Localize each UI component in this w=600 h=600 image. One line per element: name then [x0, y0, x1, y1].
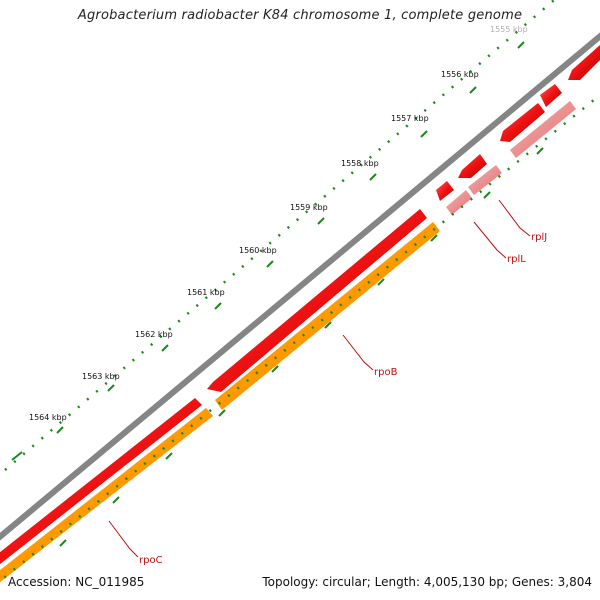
inner-major-tick — [430, 234, 438, 242]
inner-major-tick — [218, 409, 226, 417]
backbone-ring — [0, 32, 600, 541]
feature-rplA-pale — [510, 101, 576, 158]
major-tick — [517, 41, 525, 49]
cds-nusG — [568, 45, 600, 80]
callout-line-rpoC — [108, 520, 139, 558]
accession-label: Accession: NC_011985 — [8, 575, 145, 589]
cds-rplL — [436, 181, 454, 201]
inner-tick-dots — [0, 94, 600, 583]
tick-label: 1556 kbp — [441, 70, 479, 79]
inner-major-tick — [536, 147, 544, 155]
major-tick — [56, 426, 64, 434]
map-title: Agrobacterium radiobacter K84 chromosome… — [77, 8, 523, 23]
callout-line-rplJ — [498, 199, 531, 237]
tick-label: 1555 kbp — [490, 25, 528, 34]
genome-summary: Topology: circular; Length: 4,005,130 bp… — [262, 575, 592, 589]
cds-rpoC — [0, 398, 202, 565]
tick-label: 1557 kbp — [391, 114, 429, 123]
gene-label-rplJ: rplJ — [531, 232, 547, 243]
inner-major-tick — [324, 321, 332, 329]
tick-ring-outer — [4, 0, 557, 471]
tick-label: 1562 kbp — [135, 330, 173, 339]
cds-rplA — [500, 103, 545, 142]
callout-line-rpoB — [342, 334, 374, 371]
cds-rplJ — [458, 154, 487, 178]
major-tick — [369, 173, 377, 181]
gene-fragment — [0, 570, 6, 578]
gene-callouts: rplJ rplL rpoB rpoC — [108, 199, 547, 566]
gene-label-rpoC: rpoC — [139, 555, 163, 566]
major-tick — [161, 344, 169, 352]
tick-label: 1564 kbp — [29, 413, 67, 422]
tick-label: 1560 kbp — [239, 246, 277, 255]
inner-major-tick — [483, 191, 491, 199]
cds-rpoB — [207, 209, 427, 392]
feature-rplJ-pale — [468, 165, 502, 195]
major-tick — [266, 260, 274, 268]
cds-track — [0, 45, 600, 565]
tick-label: 1559 kbp — [290, 203, 328, 212]
minor-tick-dots — [4, 0, 557, 471]
callout-line-rplL — [473, 221, 507, 259]
inner-major-tick — [377, 278, 385, 286]
tick-label: 1563 kbp — [82, 372, 120, 381]
gene-rpoC — [0, 408, 213, 583]
gene-track — [0, 222, 440, 583]
gene-rpoB — [215, 222, 440, 410]
inner-major-tick — [165, 452, 173, 460]
tick-labels: 1555 kbp 1556 kbp 1557 kbp 1558 kbp 1559… — [29, 25, 528, 422]
major-tick — [11, 451, 23, 461]
major-tick — [107, 384, 115, 392]
pale-track — [446, 101, 576, 215]
major-tick — [469, 86, 477, 94]
inner-major-tick — [59, 539, 67, 547]
gene-label-rpoB: rpoB — [374, 367, 398, 378]
tick-label: 1561 kbp — [187, 288, 225, 297]
major-tick — [317, 217, 325, 225]
inner-major-tick — [112, 496, 120, 504]
gene-label-rplL: rplL — [507, 254, 526, 265]
major-tick — [214, 302, 222, 310]
inner-major-tick — [271, 365, 279, 373]
cds-rplK — [540, 84, 562, 107]
tick-label: 1558 kbp — [341, 159, 379, 168]
tick-ring-inner — [0, 94, 600, 583]
major-tick — [420, 130, 428, 138]
backbone-line — [0, 32, 600, 541]
feature-rplL-pale — [446, 190, 472, 215]
